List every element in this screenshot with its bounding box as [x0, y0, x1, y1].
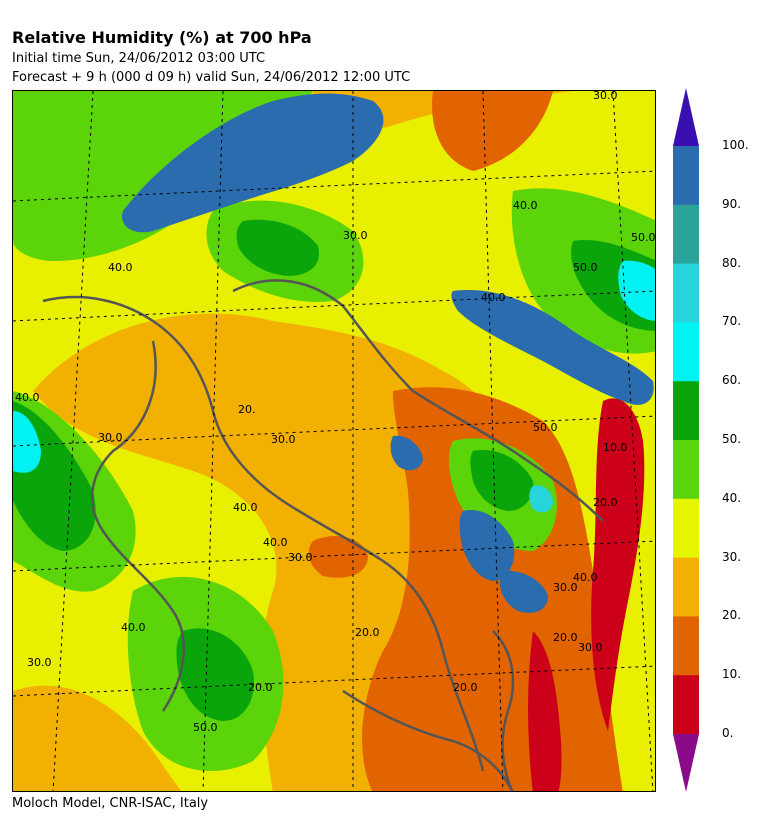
contour-label: 20.0 [553, 631, 578, 644]
colorbar-bin [673, 381, 699, 441]
contour-label: 50.0 [573, 261, 598, 274]
contour-label-group: 30.0 40.0 20. 30.0 30.0 40.0 40.0 40.0 3… [15, 91, 656, 734]
contour-label: 10.0 [603, 441, 628, 454]
colorbar-tick-label: 100. [722, 138, 749, 152]
coastline-group [42, 279, 604, 791]
initial-time: Initial time Sun, 24/06/2012 03:00 UTC [12, 51, 266, 66]
colorbar-bins [673, 146, 699, 735]
contour-label: 40.0 [108, 261, 133, 274]
colorbar-tick-label: 20. [722, 608, 742, 623]
colorbar-bin [673, 440, 699, 500]
field-50-60-southwest [176, 628, 254, 721]
colorbar-tick-label: 0. [722, 726, 734, 740]
colorbar-bin [673, 616, 699, 676]
contour-label: 50.0 [533, 421, 558, 434]
contour-label: 40.0 [573, 571, 598, 584]
colorbar-tick-label: 90. [722, 196, 742, 211]
contour-label: 40.0 [233, 501, 258, 514]
contour-label: 50.0 [193, 721, 218, 734]
field-90-100-south [459, 510, 515, 581]
colorbar-tick-label: 60. [722, 373, 742, 388]
field-10-20-southeast [362, 387, 623, 791]
field-90-100-coast [390, 435, 423, 471]
humidity-map: 30.0 40.0 20. 30.0 30.0 40.0 40.0 40.0 3… [12, 90, 656, 792]
colorbar-bin [673, 204, 699, 265]
field-50-60-coast [470, 450, 534, 511]
field-60-70-west [13, 411, 41, 473]
colorbar-bin [673, 498, 699, 559]
contour-label: 40.0 [121, 621, 146, 634]
contour-label: 40.0 [263, 536, 288, 549]
contour-label: 30.0 [578, 641, 603, 654]
colorbar-tick-label: 80. [722, 255, 742, 270]
colorbar-tick-label: 50. [722, 432, 742, 446]
colorbar-tick-label: 40. [722, 490, 742, 505]
contour-label: 20.0 [355, 626, 380, 639]
field-70-80-coast [529, 485, 553, 513]
field-0-10-south [528, 631, 562, 791]
contour-label: 50.0 [631, 231, 656, 244]
colorbar-tick-label: 70. [722, 314, 742, 329]
field-90-100-southeast [499, 570, 548, 613]
field-90-100-east [451, 290, 654, 405]
colorbar-bin [673, 263, 699, 323]
contour-label: 30.0 [343, 229, 368, 242]
colorbar-bin [673, 146, 699, 206]
contour-label: 20.0 [248, 681, 273, 694]
contour-label: 40.0 [15, 391, 40, 404]
field-60-70-east [618, 260, 655, 321]
colorbar-bin [673, 557, 699, 617]
contour-label: 40.0 [513, 199, 538, 212]
contour-label: 30.0 [593, 91, 618, 102]
forecast-validity: Forecast + 9 h (000 d 09 h) valid Sun, 2… [12, 70, 411, 85]
field-0-10-east [591, 398, 645, 731]
colorbar [673, 88, 699, 792]
colorbar-over-triangle [673, 88, 699, 146]
contour-label: 40.0 [481, 291, 506, 304]
contour-label: 20. [238, 403, 256, 416]
contour-label: 30.0 [98, 431, 123, 444]
colorbar-tick-label: 30. [722, 549, 742, 564]
contour-label: 30.0 [288, 551, 313, 564]
field-90-100-alps [122, 93, 384, 233]
colorbar-tick-label: 10. [722, 667, 742, 682]
contour-label: 20.0 [593, 496, 618, 509]
colorbar-under-triangle [673, 734, 699, 792]
field-10-20-north [432, 91, 553, 171]
model-credit: Moloch Model, CNR-ISAC, Italy [12, 796, 209, 811]
graticule-group [13, 91, 655, 791]
colorbar-bin [673, 675, 699, 735]
contour-label: 30.0 [553, 581, 578, 594]
contour-label: 30.0 [271, 433, 296, 446]
colorbar-bin [673, 322, 699, 382]
chart-title: Relative Humidity (%) at 700 hPa [12, 28, 312, 47]
contour-label: 20.0 [453, 681, 478, 694]
contour-label: 30.0 [27, 656, 52, 669]
field-50-60-alps [236, 219, 319, 276]
